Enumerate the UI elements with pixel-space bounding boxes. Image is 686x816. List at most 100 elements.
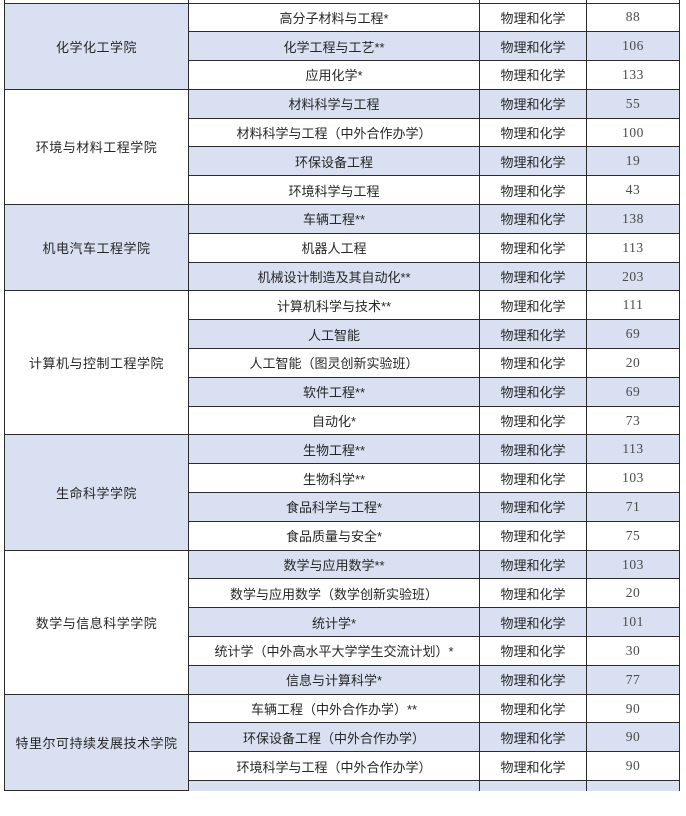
table-row: 计算机与控制工程学院 计算机科学与技术** 物理和化学 111 — [4, 290, 680, 436]
major-cell: 统计学（中外高水平大学学生交流计划）* — [188, 636, 480, 666]
major-cell: 食品科学与工程* — [188, 492, 480, 522]
table-row: 人工智能 物理和化学 69 — [5, 319, 680, 350]
enrollment-count-cell: 88 — [586, 2, 680, 33]
admissions-majors-table: 化学化工学院 高分子材料与工程* 物理和化学 88 化学工程与工艺** 物理和化学 106 应… — [4, 0, 680, 792]
enrollment-count-cell: 90 — [586, 693, 680, 724]
enrollment-count-cell: 20 — [586, 348, 680, 378]
major-cell: 材料科学与工程 — [188, 88, 480, 119]
major-cell: 高分子材料与工程* — [188, 2, 480, 33]
table-row: 应用化学* 物理和化学 133 — [5, 60, 680, 90]
table-row: 食品质量与安全* 物理和化学 75 — [5, 520, 680, 551]
subject-requirement-cell: 物理和化学 — [479, 549, 587, 580]
college-cell: 计算机与控制工程学院 — [4, 290, 189, 436]
subject-requirement-cell: 物理和化学 — [479, 607, 587, 638]
enrollment-count-cell: 69 — [586, 376, 680, 407]
table-row: 数学与信息科学学院 数学与应用数学** 物理和化学 103 — [4, 549, 680, 695]
clipped-count-cell — [586, 0, 680, 4]
enrollment-count-cell: 55 — [586, 88, 680, 119]
major-cell: 环境科学与工程（中外合作办学） — [188, 751, 480, 782]
table-row: 信息与计算科学* 物理和化学 77 — [5, 664, 680, 695]
clipped-subject-cell — [479, 780, 587, 791]
major-cell: 应用化学* — [188, 60, 480, 90]
enrollment-count-cell: 138 — [586, 204, 680, 234]
enrollment-count-cell: 100 — [586, 117, 680, 148]
table-row: 生物科学** 物理和化学 103 — [5, 463, 680, 494]
table-row: 自动化* 物理和化学 73 — [5, 405, 680, 436]
major-cell: 环保设备工程（中外合作办学） — [188, 722, 480, 753]
enrollment-count-cell: 20 — [586, 578, 680, 609]
subject-requirement-cell: 物理和化学 — [479, 290, 587, 321]
major-cell: 人工智能（图灵创新实验班） — [188, 348, 480, 378]
table-row: 环境与材料工程学院 材料科学与工程 物理和化学 55 — [4, 88, 680, 206]
major-cell: 机械设计制造及其自动化** — [188, 261, 480, 292]
subject-requirement-cell: 物理和化学 — [479, 722, 587, 753]
table-row: 材料科学与工程（中外合作办学） 物理和化学 100 — [5, 117, 680, 148]
major-cell: 自动化* — [188, 405, 480, 436]
enrollment-count-cell: 113 — [586, 434, 680, 465]
major-cell: 环境科学与工程 — [188, 175, 480, 206]
major-cell: 机器人工程 — [188, 232, 480, 263]
major-cell: 生物工程** — [188, 434, 480, 465]
table-row: 特里尔可持续发展技术学院 车辆工程（中外合作办学）** 物理和化学 90 — [4, 693, 680, 792]
major-cell: 车辆工程（中外合作办学）** — [188, 693, 480, 724]
table-row: 环境科学与工程（中外合作办学） 物理和化学 90 — [5, 751, 680, 782]
table-row: 统计学（中外高水平大学学生交流计划）* 物理和化学 30 — [5, 636, 680, 666]
table-row: 化学工程与工艺** 物理和化学 106 — [5, 31, 680, 62]
table-row: 机器人工程 物理和化学 113 — [5, 232, 680, 263]
clipped-row-bottom — [5, 780, 680, 791]
subject-requirement-cell: 物理和化学 — [479, 261, 587, 292]
subject-requirement-cell: 物理和化学 — [479, 376, 587, 407]
subject-requirement-cell: 物理和化学 — [479, 319, 587, 350]
enrollment-count-cell: 106 — [586, 31, 680, 62]
enrollment-count-cell: 133 — [586, 60, 680, 90]
major-cell: 数学与应用数学** — [188, 549, 480, 580]
major-cell: 车辆工程** — [188, 204, 480, 234]
subject-requirement-cell: 物理和化学 — [479, 520, 587, 551]
enrollment-count-cell: 77 — [586, 664, 680, 695]
subject-requirement-cell: 物理和化学 — [479, 463, 587, 494]
subject-requirement-cell: 物理和化学 — [479, 636, 587, 666]
enrollment-count-cell: 103 — [586, 549, 680, 580]
subject-requirement-cell: 物理和化学 — [479, 434, 587, 465]
clipped-count-cell — [586, 780, 680, 791]
enrollment-count-cell: 203 — [586, 261, 680, 292]
major-cell: 环保设备工程 — [188, 146, 480, 177]
major-cell: 食品质量与安全* — [188, 520, 480, 551]
major-cell: 生物科学** — [188, 463, 480, 494]
major-cell: 人工智能 — [188, 319, 480, 350]
college-cell: 环境与材料工程学院 — [4, 88, 189, 206]
subject-requirement-cell: 物理和化学 — [479, 146, 587, 177]
table-row: 机械设计制造及其自动化** 物理和化学 203 — [5, 261, 680, 292]
table-row: 环境科学与工程 物理和化学 43 — [5, 175, 680, 206]
subject-requirement-cell: 物理和化学 — [479, 751, 587, 782]
enrollment-count-cell: 75 — [586, 520, 680, 551]
clipped-major-cell — [188, 780, 480, 791]
enrollment-count-cell: 113 — [586, 232, 680, 263]
college-cell: 数学与信息科学学院 — [4, 549, 189, 695]
subject-requirement-cell: 物理和化学 — [479, 204, 587, 234]
subject-requirement-cell: 物理和化学 — [479, 60, 587, 90]
college-cell: 化学化工学院 — [4, 2, 189, 90]
enrollment-count-cell: 69 — [586, 319, 680, 350]
subject-requirement-cell: 物理和化学 — [479, 578, 587, 609]
subject-requirement-cell: 物理和化学 — [479, 117, 587, 148]
major-cell: 计算机科学与技术** — [188, 290, 480, 321]
college-cell: 机电汽车工程学院 — [4, 204, 189, 292]
enrollment-count-cell: 43 — [586, 175, 680, 206]
enrollment-count-cell: 103 — [586, 463, 680, 494]
major-cell: 信息与计算科学* — [188, 664, 480, 695]
subject-requirement-cell: 物理和化学 — [479, 348, 587, 378]
subject-requirement-cell: 物理和化学 — [479, 693, 587, 724]
table-row: 机电汽车工程学院 车辆工程** 物理和化学 138 — [4, 204, 680, 292]
major-cell: 数学与应用数学（数学创新实验班） — [188, 578, 480, 609]
subject-requirement-cell: 物理和化学 — [479, 664, 587, 695]
subject-requirement-cell: 物理和化学 — [479, 175, 587, 206]
table-body: 化学化工学院 高分子材料与工程* 物理和化学 88 化学工程与工艺** 物理和化学 106 应… — [4, 0, 680, 792]
table-row: 生命科学学院 生物工程** 物理和化学 113 — [4, 434, 680, 551]
table-row: 人工智能（图灵创新实验班） 物理和化学 20 — [5, 348, 680, 378]
table-row: 环保设备工程 物理和化学 19 — [5, 146, 680, 177]
subject-requirement-cell: 物理和化学 — [479, 88, 587, 119]
subject-requirement-cell: 物理和化学 — [479, 2, 587, 33]
subject-requirement-cell: 物理和化学 — [479, 232, 587, 263]
